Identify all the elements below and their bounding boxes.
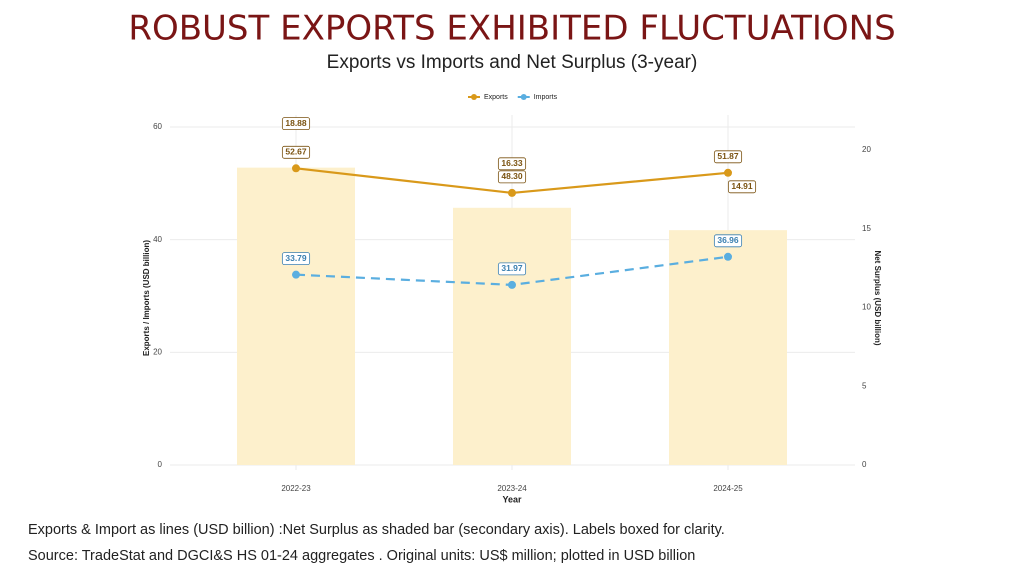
- point: [508, 280, 516, 289]
- chart-subtitle: Exports vs Imports and Net Surplus (3-ye…: [327, 52, 698, 73]
- data-label-text: 52.67: [285, 147, 307, 157]
- legend-label: Imports: [534, 94, 558, 101]
- data-label-box: [497, 157, 527, 171]
- data-label: 18.88: [281, 117, 311, 131]
- y2-tick-label: 0: [862, 460, 867, 469]
- data-label-box: [713, 234, 743, 248]
- footnote: Source: TradeStat and DGCI&S HS 01-24 ag…: [28, 548, 695, 564]
- data-label: 52.67: [281, 145, 311, 159]
- data-label: 14.91: [727, 180, 757, 194]
- legend-label: Exports: [484, 94, 508, 101]
- data-label-text: 33.79: [285, 253, 307, 263]
- y2-tick-label: 10: [862, 303, 871, 312]
- bar: [453, 207, 571, 466]
- point: [292, 164, 300, 173]
- data-label-box: [281, 252, 311, 266]
- data-label-text: 31.97: [501, 263, 523, 273]
- data-label-box: [281, 145, 311, 159]
- y-tick-label: 0: [158, 460, 163, 469]
- point: [724, 168, 732, 177]
- x-tick-label: 2022-23: [281, 484, 311, 493]
- x-tick-label: 2023-24: [497, 484, 527, 493]
- legend-swatch-dot: [520, 94, 527, 100]
- data-label-text: 14.91: [731, 181, 753, 191]
- y2-tick-label: 5: [862, 381, 867, 390]
- y2-tick-label: 15: [862, 224, 871, 233]
- y-tick-label: 40: [153, 235, 162, 244]
- point: [292, 270, 300, 279]
- data-label-box: [713, 150, 743, 164]
- data-label-text: 18.88: [285, 118, 307, 128]
- bar: [669, 230, 787, 465]
- y-axis-title: Exports / Imports (USD billion): [142, 240, 151, 356]
- y2-axis-title: Net Surplus (USD billion): [873, 250, 882, 345]
- data-label: 33.79: [281, 252, 311, 266]
- data-label: 36.96: [713, 234, 743, 248]
- data-label: 16.33: [497, 157, 527, 171]
- footnote: Exports & Import as lines (USD billion) …: [28, 522, 725, 538]
- chart-title: ROBUST EXPORTS EXHIBITED FLUCTUATIONS: [128, 9, 895, 49]
- y-tick-label: 60: [153, 122, 162, 131]
- data-label: 31.97: [497, 262, 527, 276]
- data-label-box: [497, 170, 527, 184]
- data-label-box: [281, 117, 311, 131]
- data-label-text: 36.96: [717, 235, 739, 245]
- data-label-text: 16.33: [501, 158, 523, 168]
- y-tick-label: 20: [153, 347, 162, 356]
- data-label-text: 48.30: [501, 171, 523, 181]
- bar: [237, 167, 355, 465]
- x-axis-title: Year: [502, 494, 522, 504]
- data-label: 48.30: [497, 170, 527, 184]
- data-label-box: [727, 180, 757, 194]
- data-label-box: [497, 262, 527, 276]
- data-label-text: 51.87: [717, 151, 739, 161]
- data-label: 51.87: [713, 150, 743, 164]
- point: [724, 252, 732, 261]
- x-tick-label: 2024-25: [713, 484, 743, 493]
- legend-swatch-dot: [471, 94, 477, 100]
- point: [508, 188, 516, 197]
- y2-tick-label: 20: [862, 145, 871, 154]
